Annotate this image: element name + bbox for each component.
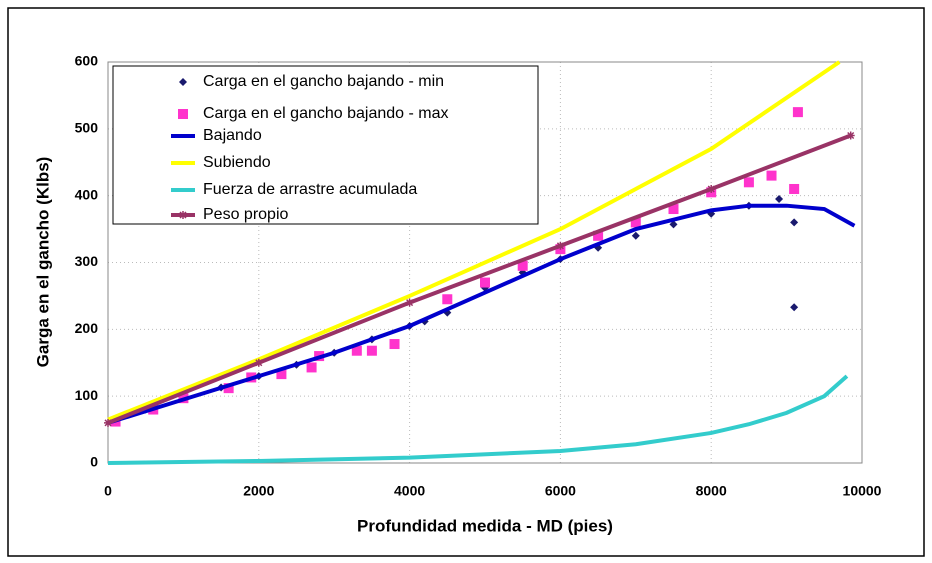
point	[669, 220, 678, 229]
x-tick-label: 6000	[545, 483, 576, 499]
y-tick-label: 100	[75, 387, 99, 403]
legend-box	[112, 65, 539, 225]
point	[306, 362, 317, 373]
y-tick-label: 500	[75, 120, 99, 136]
point	[276, 369, 287, 380]
x-tick-label: 0	[104, 483, 112, 499]
point	[556, 241, 565, 250]
point	[593, 230, 604, 241]
point	[792, 107, 803, 118]
point	[405, 298, 414, 307]
y-tick-label: 0	[90, 454, 98, 470]
y-tick-label: 200	[75, 320, 99, 336]
point	[480, 277, 490, 288]
x-axis-title: Profundidad medida - MD (pies)	[357, 516, 613, 535]
y-tick-label: 300	[75, 253, 99, 269]
series-line	[107, 60, 841, 422]
point	[668, 204, 679, 215]
x-tick-label: 2000	[243, 483, 274, 499]
point	[846, 131, 855, 140]
point	[790, 303, 799, 312]
point	[743, 177, 754, 188]
point	[104, 418, 112, 427]
x-tick-label: 4000	[394, 483, 425, 499]
point	[790, 218, 799, 227]
y-tick-label: 600	[75, 53, 99, 69]
point	[351, 345, 362, 356]
plot-border	[107, 61, 863, 464]
x-tick-label: 8000	[696, 483, 727, 499]
legend-label: Peso propio	[203, 206, 288, 223]
legend-label: Carga en el gancho bajando - max	[203, 105, 449, 122]
point	[789, 183, 800, 194]
point	[766, 170, 777, 181]
point	[223, 383, 234, 394]
point	[630, 217, 641, 228]
legend-marker	[178, 109, 188, 119]
point	[517, 260, 528, 271]
legend-label: Fuerza de arrastre acumulada	[203, 181, 417, 198]
x-tick-label: 10000	[843, 483, 882, 499]
series-line	[107, 374, 849, 465]
point	[775, 195, 784, 204]
legend-marker	[179, 211, 187, 219]
y-axis-title: Garga en el gancho (Klbs)	[33, 157, 52, 368]
legend-label: Carga en el gancho bajando - min	[203, 73, 444, 90]
legend-label: Subiendo	[203, 154, 271, 171]
series-line	[107, 203, 856, 425]
series-line	[107, 133, 852, 425]
point	[366, 345, 377, 356]
legend-label: Bajando	[203, 127, 262, 144]
point	[707, 184, 716, 193]
legend-marker	[179, 78, 187, 86]
point	[442, 294, 453, 305]
point	[254, 358, 263, 367]
point	[389, 339, 400, 350]
y-tick-label: 400	[75, 186, 99, 202]
point	[631, 231, 640, 240]
